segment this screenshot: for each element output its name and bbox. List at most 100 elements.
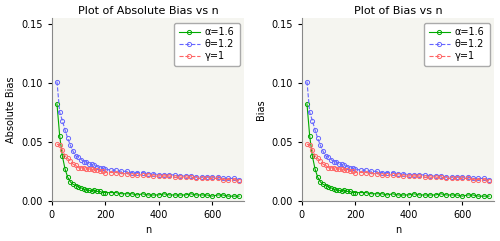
α=1.6 [172,194,178,196]
γ=1 [100,170,105,173]
α=1.6 [460,195,466,198]
γ=1 [70,163,76,166]
θ=1.2 [129,171,135,174]
α=1.6 [129,192,135,195]
γ=1 [336,167,342,170]
γ=1 [236,179,242,182]
α=1.6 [89,190,95,193]
α=1.6 [326,185,332,188]
γ=1 [78,166,84,169]
γ=1 [306,144,312,147]
γ=1 [210,177,216,180]
θ=1.2 [177,174,183,177]
α=1.6 [310,154,316,157]
α=1.6 [102,191,108,194]
Title: Plot of Bias vs n: Plot of Bias vs n [354,6,442,16]
θ=1.2 [390,171,396,174]
α=1.6 [188,192,194,195]
α=1.6 [406,194,412,196]
γ=1 [390,174,396,176]
γ=1 [422,176,428,179]
α=1.6 [350,191,356,194]
γ=1 [113,171,119,174]
θ=1.2 [124,170,130,173]
α=1.6 [86,189,92,192]
Line: θ=1.2: θ=1.2 [305,80,491,182]
θ=1.2 [236,178,242,181]
α=1.6 [214,194,220,196]
Y-axis label: Bias: Bias [256,99,266,120]
α=1.6 [480,195,486,198]
α=1.6 [108,191,114,194]
γ=1 [322,164,328,167]
γ=1 [352,171,358,174]
Y-axis label: Absolute Bias: Absolute Bias [6,76,16,142]
α=1.6 [204,194,210,196]
γ=1 [124,172,130,175]
γ=1 [443,177,449,180]
γ=1 [156,174,162,177]
α=1.6 [113,191,119,194]
γ=1 [384,174,390,176]
α=1.6 [76,185,82,188]
θ=1.2 [210,176,216,179]
α=1.6 [97,190,103,193]
γ=1 [368,172,374,175]
γ=1 [480,178,486,181]
γ=1 [204,177,210,180]
θ=1.2 [86,163,92,166]
θ=1.2 [78,158,84,161]
γ=1 [342,169,347,172]
α=1.6 [306,134,312,137]
γ=1 [358,171,364,174]
α=1.6 [328,187,334,189]
α=1.6 [68,181,73,183]
γ=1 [62,154,68,157]
θ=1.2 [406,174,412,176]
γ=1 [64,157,70,160]
α=1.6 [84,189,89,192]
θ=1.2 [140,171,145,174]
θ=1.2 [352,167,358,170]
θ=1.2 [379,171,385,174]
θ=1.2 [331,161,337,163]
α=1.6 [322,184,328,187]
γ=1 [438,176,444,179]
θ=1.2 [134,171,140,174]
θ=1.2 [363,169,369,172]
θ=1.2 [476,177,482,180]
α=1.6 [384,194,390,196]
α=1.6 [72,184,78,187]
θ=1.2 [334,161,340,163]
α=1.6 [220,194,226,196]
α=1.6 [56,134,62,137]
γ=1 [68,159,73,162]
γ=1 [344,169,350,172]
γ=1 [314,157,320,160]
θ=1.2 [102,167,108,170]
θ=1.2 [427,174,433,177]
θ=1.2 [108,169,114,172]
α=1.6 [78,187,84,189]
θ=1.2 [443,176,449,179]
γ=1 [326,166,332,169]
θ=1.2 [113,169,119,172]
γ=1 [304,143,310,146]
θ=1.2 [310,119,316,122]
γ=1 [454,177,460,180]
θ=1.2 [448,176,454,179]
α=1.6 [118,192,124,195]
γ=1 [220,178,226,181]
θ=1.2 [118,170,124,173]
α=1.6 [92,189,98,192]
γ=1 [145,174,151,176]
γ=1 [166,174,172,177]
θ=1.2 [464,176,470,179]
α=1.6 [358,191,364,194]
θ=1.2 [230,177,236,180]
θ=1.2 [416,174,422,176]
γ=1 [448,177,454,180]
α=1.6 [432,194,438,196]
θ=1.2 [438,174,444,177]
γ=1 [54,143,60,146]
